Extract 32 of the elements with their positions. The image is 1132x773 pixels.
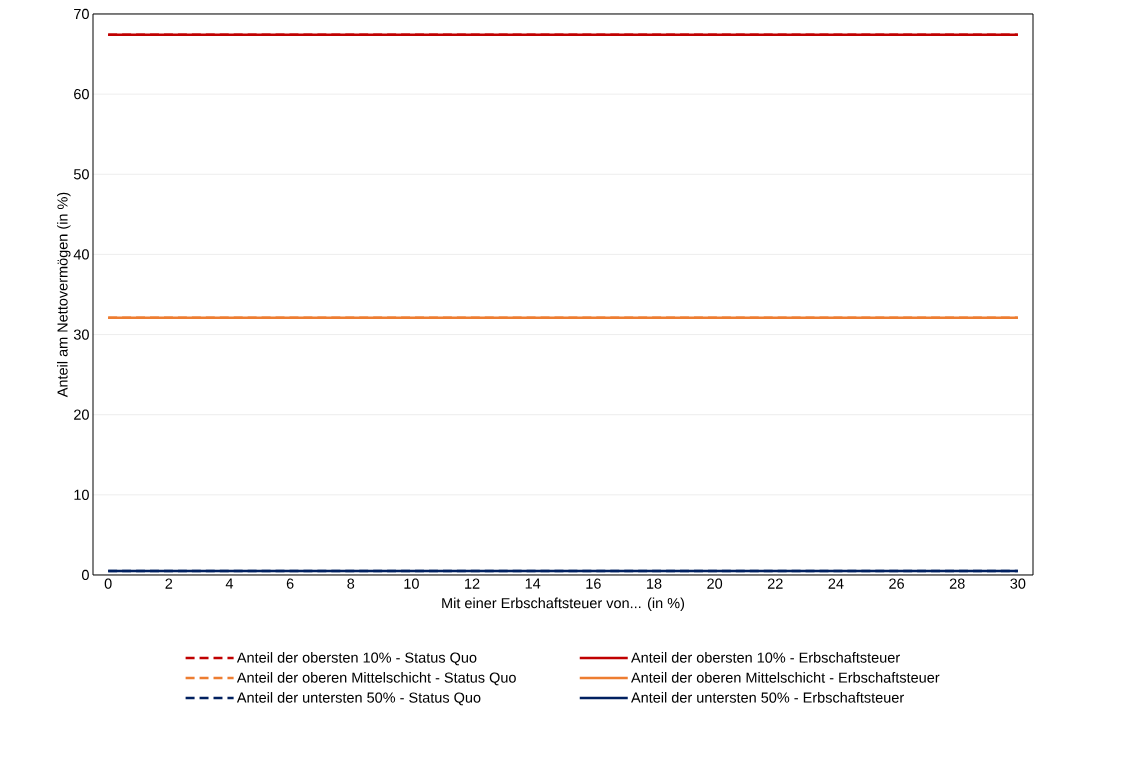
y-tick-label: 30 xyxy=(73,329,89,340)
x-tick-label: 16 xyxy=(586,578,601,589)
x-tick-label: 0 xyxy=(104,578,112,589)
x-tick-label: 30 xyxy=(1010,578,1026,589)
legend-label: Anteil der untersten 50% - Erbschaftsteuer xyxy=(631,692,904,703)
y-tick-label: 20 xyxy=(74,409,89,420)
x-tick-label: 14 xyxy=(525,578,541,589)
legend-label: Anteil der untersten 50% - Status Quo xyxy=(236,692,481,706)
legend-label: Anteil der oberen Mittelschicht - Erbschaftsteuer xyxy=(631,672,940,683)
x-tick-label: 24 xyxy=(828,578,844,589)
y-tick-label: 40 xyxy=(73,249,89,260)
legend-label: Anteil der obersten 10% - Status Quo xyxy=(236,652,477,666)
x-tick-label: 2 xyxy=(165,578,173,589)
x-tick-label: 10 xyxy=(404,578,419,589)
y-axis-title: Anteil am Nettovermögen (in %) xyxy=(57,192,71,398)
x-axis-title: Mit einer Erbschaftsteuer von... (in %) xyxy=(442,597,685,612)
x-tick-label: 26 xyxy=(889,578,904,589)
y-tick-label: 60 xyxy=(74,89,89,100)
x-tick-label: 12 xyxy=(465,578,480,589)
x-tick-label: 18 xyxy=(647,578,662,589)
legend-label: Anteil der obersten 10% - Erbschaftsteuer xyxy=(631,652,900,663)
x-tick-label: 4 xyxy=(225,578,234,589)
y-tick-label: 0 xyxy=(81,569,89,581)
x-tick-label: 20 xyxy=(707,578,723,589)
y-tick-label: 10 xyxy=(74,489,89,500)
x-tick-label: 28 xyxy=(949,578,965,589)
x-tick-label: 22 xyxy=(767,578,783,589)
x-tick-label: 8 xyxy=(347,578,355,589)
y-tick-label: 70 xyxy=(74,8,89,20)
y-tick-label: 50 xyxy=(73,169,89,180)
x-tick-label: 6 xyxy=(286,578,294,589)
legend-label: Anteil der oberen Mittelschicht - Status Quo xyxy=(236,672,516,686)
